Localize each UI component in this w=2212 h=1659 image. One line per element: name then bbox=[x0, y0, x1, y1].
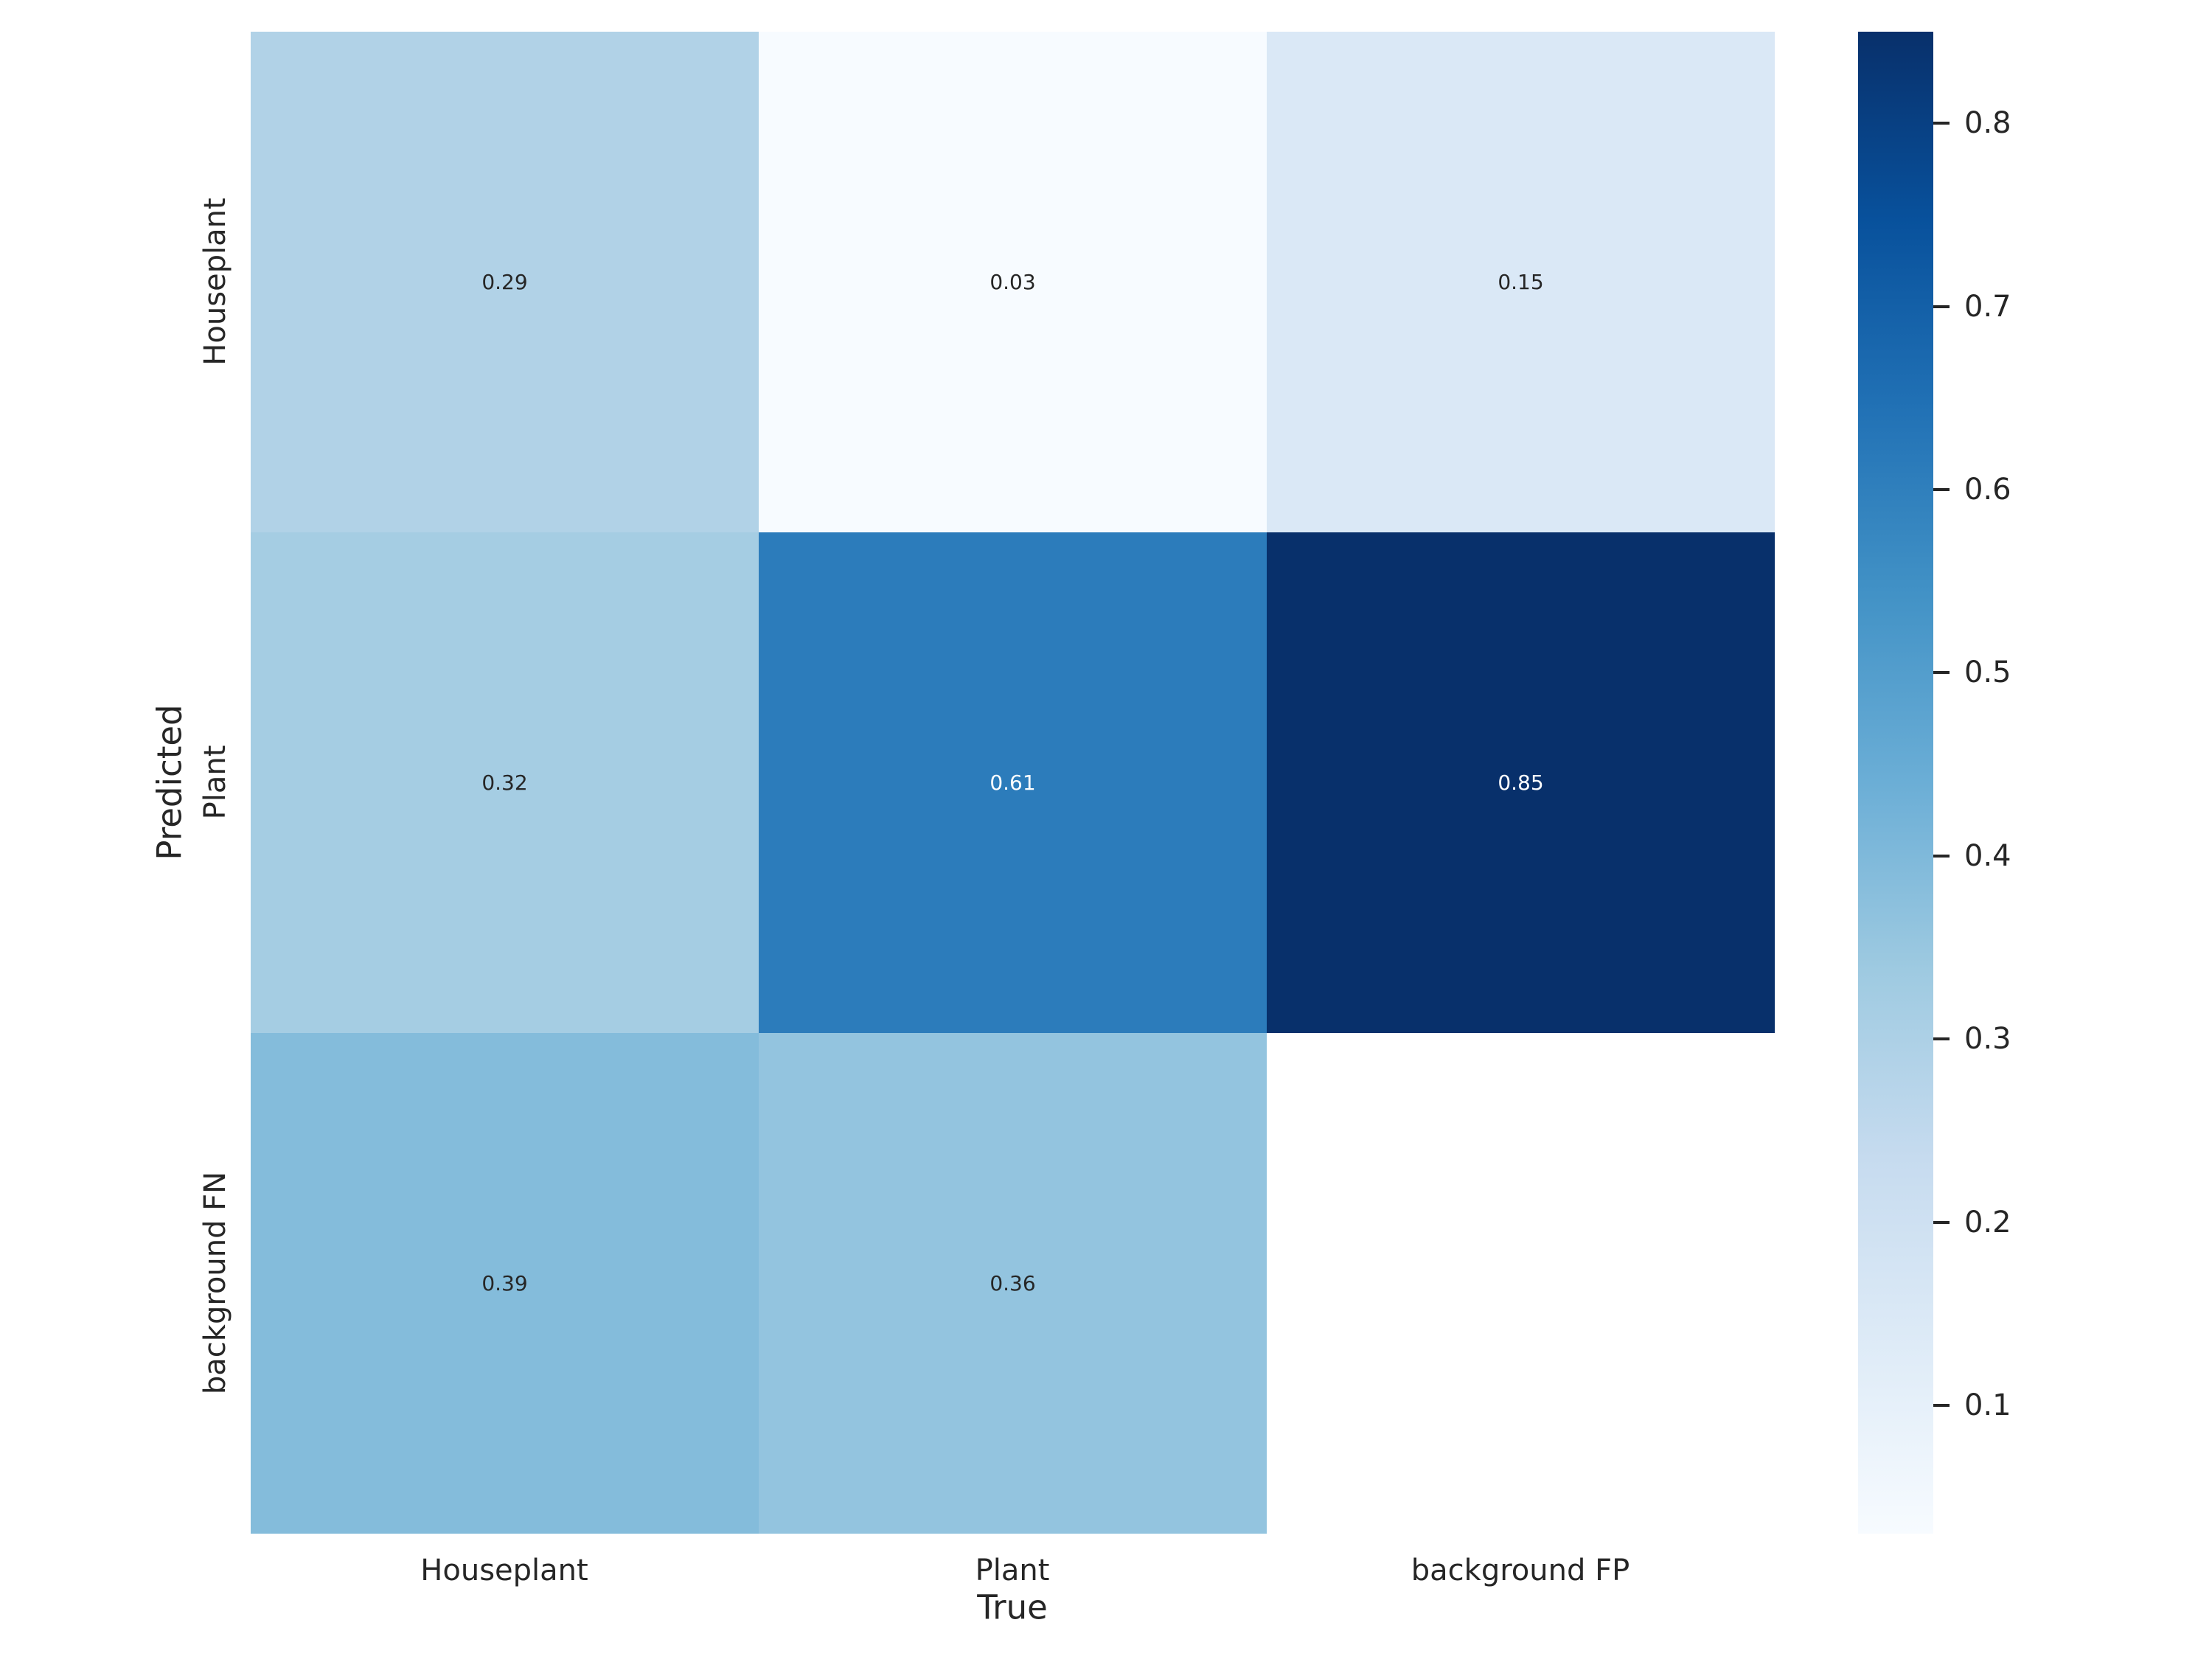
y-axis-label: Predicted bbox=[150, 704, 189, 860]
cell-annotation: 0.32 bbox=[481, 770, 528, 795]
colorbar-tick-label: 0.1 bbox=[1964, 1388, 2011, 1423]
cell-annotation: 0.61 bbox=[990, 770, 1036, 795]
x-tick-label-plant: Plant bbox=[975, 1554, 1050, 1587]
heatmap-cell-r2c0: 0.39 bbox=[251, 1033, 759, 1534]
colorbar-tick-label: 0.8 bbox=[1964, 106, 2011, 141]
colorbar-tick-label: 0.6 bbox=[1964, 473, 2011, 507]
heatmap-cell-r0c1: 0.03 bbox=[759, 32, 1267, 532]
colorbar-tick-mark bbox=[1933, 854, 1950, 858]
colorbar-tick-mark bbox=[1933, 1404, 1950, 1408]
colorbar-tick-label: 0.3 bbox=[1964, 1022, 2011, 1057]
colorbar-tick-label: 0.4 bbox=[1964, 838, 2011, 873]
colorbar-tick-mark bbox=[1933, 122, 1950, 125]
colorbar-gradient bbox=[1858, 32, 1933, 1534]
heatmap-cell-r2c2 bbox=[1267, 1033, 1775, 1534]
x-axis-label: True bbox=[977, 1587, 1048, 1627]
heatmap-cell-r2c1: 0.36 bbox=[759, 1033, 1267, 1534]
y-tick-label-houseplant: Houseplant bbox=[198, 198, 232, 366]
cell-annotation: 0.03 bbox=[990, 269, 1036, 294]
cell-annotation: 0.85 bbox=[1498, 770, 1544, 795]
y-tick-label-background-fn: background FN bbox=[198, 1171, 232, 1395]
colorbar-tick-mark bbox=[1933, 488, 1950, 492]
colorbar-tick-mark bbox=[1933, 671, 1950, 675]
cell-annotation: 0.39 bbox=[481, 1270, 528, 1295]
colorbar-tick-mark bbox=[1933, 1220, 1950, 1224]
colorbar-tick-mark bbox=[1933, 305, 1950, 308]
cell-annotation: 0.29 bbox=[481, 269, 528, 294]
heatmap-grid: 0.29 0.03 0.15 0.32 0.61 0.85 0.39 0.36 bbox=[251, 32, 1775, 1534]
heatmap-cell-r1c0: 0.32 bbox=[251, 532, 759, 1033]
heatmap-cell-r1c1: 0.61 bbox=[759, 532, 1267, 1033]
heatmap-cell-r0c2: 0.15 bbox=[1267, 32, 1775, 532]
colorbar-tick-mark bbox=[1933, 1037, 1950, 1041]
heatmap-cell-r0c0: 0.29 bbox=[251, 32, 759, 532]
y-tick-label-plant: Plant bbox=[198, 745, 232, 820]
cell-annotation: 0.36 bbox=[990, 1270, 1036, 1295]
colorbar-tick-label: 0.2 bbox=[1964, 1205, 2011, 1239]
heatmap-cell-r1c2: 0.85 bbox=[1267, 532, 1775, 1033]
colorbar-tick-label: 0.5 bbox=[1964, 655, 2011, 690]
cell-annotation: 0.15 bbox=[1498, 269, 1544, 294]
x-tick-label-background-fp: background FP bbox=[1411, 1554, 1630, 1587]
x-tick-label-houseplant: Houseplant bbox=[420, 1554, 588, 1587]
colorbar-tick-label: 0.7 bbox=[1964, 289, 2011, 324]
